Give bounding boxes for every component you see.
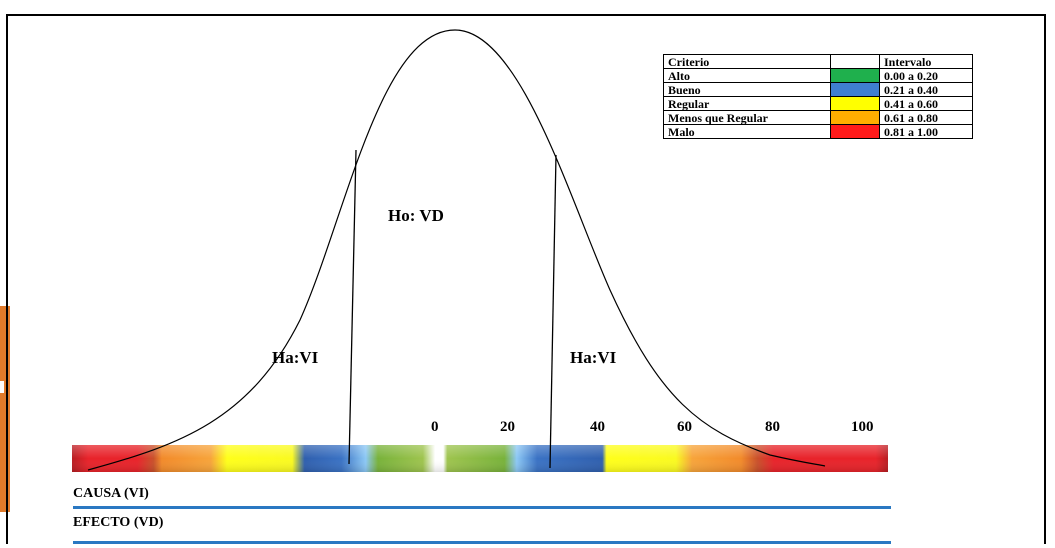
legend-intervalo: 0.81 a 1.00 xyxy=(879,124,973,139)
left-accent-mark xyxy=(0,381,4,393)
legend-header-color xyxy=(830,54,880,69)
legend-criterio: Regular xyxy=(663,96,831,111)
center-hypothesis-label: Ho: VD xyxy=(388,206,444,225)
scale-tick-80: 80 xyxy=(765,419,780,435)
right-hypothesis-label: Ha:VI xyxy=(570,348,617,367)
scale-tick-40: 40 xyxy=(590,419,605,435)
legend-criterio: Malo xyxy=(663,124,831,139)
scale-tick-60: 60 xyxy=(677,419,692,435)
legend-row: Alto 0.00 a 0.20 xyxy=(663,68,973,83)
efecto-label: EFECTO (VD) xyxy=(73,515,164,530)
efecto-line xyxy=(73,541,891,544)
legend-swatch xyxy=(830,124,880,139)
legend-criterio: Alto xyxy=(663,68,831,83)
legend-intervalo: 0.00 a 0.20 xyxy=(879,68,973,83)
right-divider-line xyxy=(549,154,557,469)
bell-curve xyxy=(87,29,826,471)
diagram-frame xyxy=(6,14,1046,544)
scale-tick-0: 0 xyxy=(431,419,439,435)
left-hypothesis-label: Ha:VI xyxy=(272,348,319,367)
scale-tick-100: 100 xyxy=(851,419,874,435)
legend-criterio: Menos que Regular xyxy=(663,110,831,125)
legend-row: Regular 0.41 a 0.60 xyxy=(663,96,973,111)
legend-header-criterio: Criterio xyxy=(663,54,831,69)
legend-swatch xyxy=(830,96,880,111)
legend-intervalo: 0.41 a 0.60 xyxy=(879,96,973,111)
legend-swatch xyxy=(830,110,880,125)
legend-row: Bueno 0.21 a 0.40 xyxy=(663,82,973,97)
left-divider-line xyxy=(348,149,357,465)
legend-intervalo: 0.21 a 0.40 xyxy=(879,82,973,97)
left-accent-bar xyxy=(0,306,10,512)
legend-header-row: Criterio Intervalo xyxy=(663,54,973,69)
color-scale-band-shade xyxy=(72,445,888,472)
criteria-legend-table: Criterio Intervalo Alto 0.00 a 0.20 Buen… xyxy=(663,54,973,139)
legend-swatch xyxy=(830,68,880,83)
legend-criterio: Bueno xyxy=(663,82,831,97)
legend-header-intervalo: Intervalo xyxy=(879,54,973,69)
legend-row: Menos que Regular 0.61 a 0.80 xyxy=(663,110,973,125)
scale-tick-20: 20 xyxy=(500,419,515,435)
legend-swatch xyxy=(830,82,880,97)
legend-intervalo: 0.61 a 0.80 xyxy=(879,110,973,125)
causa-line xyxy=(73,506,891,509)
legend-row: Malo 0.81 a 1.00 xyxy=(663,124,973,139)
causa-label: CAUSA (VI) xyxy=(73,486,149,501)
